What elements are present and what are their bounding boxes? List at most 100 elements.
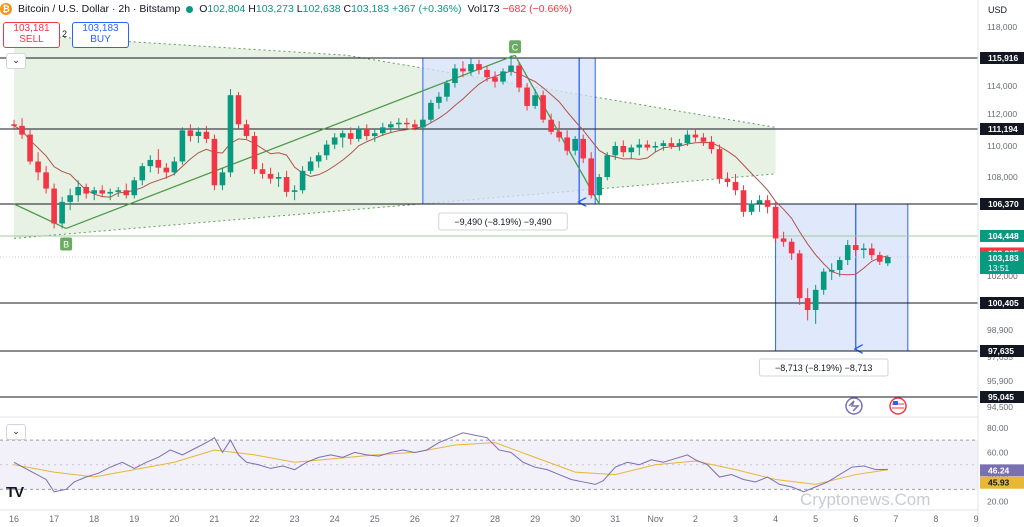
- candle-body: [428, 102, 434, 120]
- candle-body: [379, 127, 386, 134]
- wave-line-1: [65, 54, 516, 230]
- candle-body: [227, 95, 234, 173]
- candle-body: [708, 141, 715, 150]
- candle-body: [43, 172, 49, 189]
- rsi-tag: 46.24: [988, 465, 1010, 475]
- rsi-tick: 60.00: [987, 447, 1009, 457]
- candle-body: [355, 128, 362, 139]
- us-flag-icon[interactable]: [889, 397, 907, 415]
- candle: [227, 89, 234, 177]
- candle: [556, 121, 562, 142]
- candle-body: [516, 65, 522, 88]
- candle: [500, 68, 506, 85]
- rsi-pane: [0, 432, 978, 493]
- range-box-2-rect: [775, 203, 909, 352]
- range-label-1-bg: [438, 212, 568, 231]
- candle: [43, 166, 49, 194]
- candle-body: [147, 159, 154, 167]
- candle: [580, 134, 586, 164]
- candle-body: [444, 83, 450, 97]
- candle: [772, 201, 779, 244]
- candle: [307, 156, 314, 174]
- watermark: Cryptonews.Com: [800, 490, 931, 509]
- buy-button[interactable]: 103,183 BUY: [72, 22, 129, 48]
- candle-body: [187, 130, 194, 137]
- candle: [83, 183, 89, 199]
- time-tick: 2: [693, 514, 698, 524]
- candle-body: [331, 137, 338, 145]
- candle-body: [387, 124, 394, 128]
- time-tick: 20: [169, 514, 179, 524]
- price-tick: 94,500: [987, 402, 1013, 412]
- candle-body: [628, 147, 635, 153]
- candle-body: [820, 271, 827, 290]
- candle: [532, 89, 538, 109]
- time-tick: 7: [893, 514, 898, 524]
- candle-body: [404, 122, 410, 125]
- candle-body: [436, 96, 442, 103]
- time-tick: 4: [773, 514, 778, 524]
- candle-body: [211, 138, 218, 186]
- range-label-2-bg: [758, 358, 889, 377]
- marker-B: B: [63, 239, 69, 249]
- candle-body: [500, 71, 506, 82]
- symbol-title[interactable]: Bitcoin / U.S. Dollar · 2h · Bitstamp: [18, 3, 181, 15]
- candle-body: [732, 181, 739, 191]
- tradingview-logo[interactable]: TV: [6, 484, 24, 501]
- candle: [644, 140, 651, 151]
- candle-body: [219, 172, 226, 186]
- candle: [51, 183, 57, 229]
- candle-body: [540, 95, 546, 120]
- candle-body: [740, 190, 747, 212]
- candle-body: [860, 248, 867, 251]
- time-tick: 23: [290, 514, 300, 524]
- level-tag-4: 97,635: [988, 346, 1014, 356]
- price-tick: 98,900: [987, 325, 1013, 335]
- candle-body: [812, 289, 819, 311]
- candle-body: [700, 137, 707, 142]
- time-tick: 8: [933, 514, 938, 524]
- sell-button[interactable]: 103,181 SELL: [3, 22, 60, 48]
- level-tag-1-bg: [980, 123, 1024, 135]
- candle-body: [155, 159, 162, 168]
- candle: [780, 231, 787, 247]
- buy-price: 103,183: [82, 23, 119, 34]
- price-tick: 102,000: [987, 271, 1018, 281]
- candle: [708, 136, 715, 154]
- candle: [844, 240, 851, 265]
- price-tick: 112,000: [987, 109, 1017, 119]
- candle-body: [203, 131, 210, 139]
- collapse-legend-button[interactable]: ⌄: [6, 53, 26, 69]
- candle: [460, 61, 466, 78]
- level-tag-4-bg: [980, 345, 1024, 357]
- moving-average: [13, 70, 888, 276]
- candle: [724, 172, 731, 187]
- calendar-icon[interactable]: [845, 397, 863, 415]
- time-tick: 21: [209, 514, 219, 524]
- candle-body: [19, 125, 25, 135]
- candle-body: [548, 119, 554, 132]
- candle: [355, 125, 362, 142]
- candle: [812, 284, 819, 324]
- candle: [91, 186, 97, 201]
- rsi-ma-line: [13, 442, 888, 485]
- candle-body: [716, 149, 723, 179]
- candle: [323, 140, 330, 160]
- time-tick: 29: [530, 514, 540, 524]
- candle-body: [796, 253, 803, 299]
- candle: [412, 119, 418, 131]
- candle-body: [83, 186, 89, 194]
- candle: [235, 92, 242, 129]
- candle: [420, 116, 426, 132]
- candle-body: [885, 257, 891, 264]
- time-tick: 22: [250, 514, 260, 524]
- collapse-rsi-legend-button[interactable]: ⌄: [6, 424, 26, 440]
- candle: [219, 167, 226, 191]
- price-tick: 110,000: [987, 141, 1017, 151]
- time-tick: 19: [129, 514, 139, 524]
- candle: [492, 71, 498, 88]
- sell-label: SELL: [19, 34, 44, 45]
- candle: [748, 200, 755, 216]
- candle-body: [676, 143, 683, 146]
- time-tick: Nov: [647, 514, 664, 524]
